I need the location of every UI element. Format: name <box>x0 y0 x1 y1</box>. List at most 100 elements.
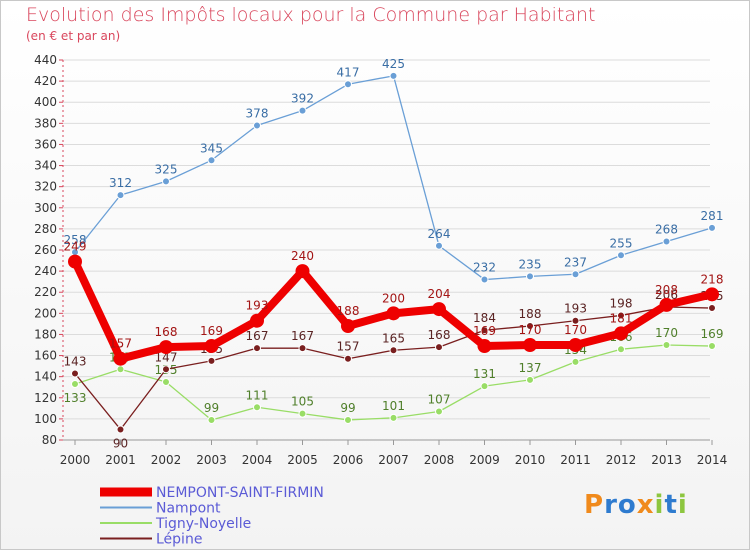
data-label: 232 <box>473 261 496 275</box>
y-tick-label: 220 <box>34 285 57 299</box>
data-point <box>662 341 671 349</box>
data-point <box>386 306 401 321</box>
chart-subtitle: (en € et par an) <box>26 29 121 43</box>
data-label: 157 <box>109 337 132 351</box>
data-point <box>253 121 261 130</box>
data-point <box>71 369 79 378</box>
data-label: 167 <box>246 329 269 343</box>
data-point <box>523 338 537 352</box>
data-point <box>71 380 79 389</box>
y-tick-label: 260 <box>34 243 57 257</box>
data-label: 206 <box>655 288 678 302</box>
data-label: 188 <box>337 304 360 318</box>
data-point <box>344 415 352 424</box>
data-label: 131 <box>473 367 496 381</box>
y-tick-label: 280 <box>34 222 57 236</box>
data-label: 170 <box>655 326 678 340</box>
data-point <box>435 343 443 352</box>
data-label: 167 <box>291 329 314 343</box>
x-tick-label: 2012 <box>606 453 637 467</box>
data-point <box>480 326 489 335</box>
data-label: 101 <box>382 399 405 413</box>
data-point <box>526 272 534 281</box>
data-point <box>389 71 398 80</box>
data-label: 133 <box>64 391 87 405</box>
data-label: 169 <box>701 327 724 341</box>
data-point <box>253 403 261 412</box>
data-label: 169 <box>200 324 223 338</box>
data-point <box>116 425 125 434</box>
data-point <box>207 356 216 365</box>
x-tick-label: 2011 <box>560 453 591 467</box>
y-tick-label: 360 <box>34 137 57 151</box>
x-tick-label: 2010 <box>515 453 546 467</box>
data-point <box>162 177 170 186</box>
data-label: 378 <box>246 106 269 120</box>
data-label: 345 <box>200 141 223 155</box>
data-point <box>344 354 352 363</box>
data-label: 249 <box>64 240 87 254</box>
data-label: 184 <box>473 311 496 325</box>
x-tick-label: 2005 <box>287 453 318 467</box>
data-label: 312 <box>109 176 132 190</box>
data-label: 168 <box>428 328 451 342</box>
data-label: 325 <box>155 162 178 176</box>
data-label: 204 <box>428 287 451 301</box>
data-point <box>113 351 128 366</box>
data-point <box>159 340 173 355</box>
y-tick-label: 300 <box>34 201 57 215</box>
data-point <box>617 345 625 354</box>
data-label: 165 <box>382 331 405 345</box>
data-label: 417 <box>337 65 360 79</box>
data-point <box>662 237 671 246</box>
y-tick-label: 100 <box>34 412 57 426</box>
data-label: 208 <box>655 283 678 297</box>
y-tick-label: 80 <box>42 433 57 447</box>
data-label: 425 <box>382 57 405 71</box>
data-point <box>435 407 443 416</box>
data-point <box>568 338 583 352</box>
data-label: 170 <box>564 323 587 337</box>
data-label: 181 <box>610 311 633 325</box>
y-tick-label: 120 <box>34 391 57 405</box>
data-point <box>435 241 443 250</box>
data-label: 218 <box>701 272 724 286</box>
x-tick-label: 2009 <box>469 453 500 467</box>
data-point <box>526 322 534 330</box>
data-point <box>298 344 307 353</box>
x-tick-label: 2008 <box>424 453 455 467</box>
data-label: 240 <box>291 249 314 263</box>
proxiti-logo: Proxiti <box>584 490 688 520</box>
data-point <box>480 382 489 391</box>
data-point <box>708 304 716 313</box>
data-point <box>298 106 307 115</box>
data-point <box>571 357 580 366</box>
data-point <box>250 313 264 328</box>
x-tick-label: 2013 <box>651 453 682 467</box>
data-label: 137 <box>519 361 542 375</box>
data-point <box>617 251 625 260</box>
data-label: 90 <box>113 436 128 450</box>
data-label: 143 <box>64 355 87 369</box>
data-label: 268 <box>655 223 678 237</box>
x-tick-label: 2000 <box>60 453 91 467</box>
data-label: 235 <box>519 257 542 271</box>
data-label: 168 <box>155 325 178 339</box>
data-label: 99 <box>204 401 219 415</box>
data-point <box>207 156 216 165</box>
data-point <box>344 80 352 89</box>
data-point <box>705 287 719 302</box>
data-label: 188 <box>519 307 542 321</box>
data-label: 281 <box>701 209 724 223</box>
data-label: 111 <box>246 388 269 402</box>
data-point <box>708 342 716 351</box>
data-label: 193 <box>246 299 269 313</box>
x-tick-label: 2006 <box>333 453 364 467</box>
data-label: 193 <box>564 302 587 316</box>
y-tick-label: 340 <box>34 159 57 173</box>
data-label: 264 <box>428 227 451 241</box>
data-point <box>295 264 310 279</box>
data-point <box>341 319 355 333</box>
